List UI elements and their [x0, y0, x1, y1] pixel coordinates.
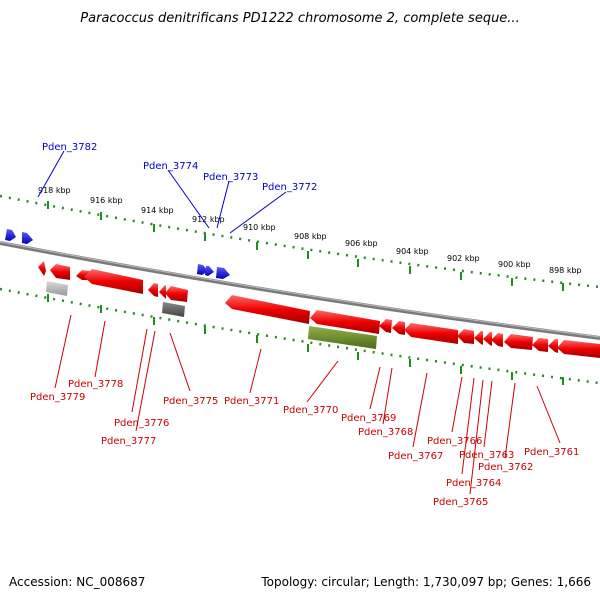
gene-label-forward[interactable]: Pden_3774 [143, 161, 198, 172]
gene-label-forward[interactable]: Pden_3772 [262, 182, 317, 193]
gene-label-forward[interactable]: Pden_3782 [42, 142, 97, 153]
lower-major-ticks [47, 294, 564, 385]
scale-label: 906 kbp [345, 239, 378, 248]
gene-reverse[interactable] [532, 338, 548, 352]
forward-genes [5, 229, 230, 279]
gene-label-reverse[interactable]: Pden_3775 [163, 396, 218, 407]
gene-label-reverse[interactable]: Pden_3770 [283, 405, 338, 416]
scale-label: 904 kbp [396, 247, 429, 256]
forward-leaders [37, 150, 287, 234]
gene-reverse[interactable] [557, 340, 600, 358]
feature-dark[interactable] [162, 302, 185, 317]
scale-label: 900 kbp [498, 260, 531, 269]
gene-reverse[interactable] [548, 339, 558, 353]
gene-reverse[interactable] [310, 310, 380, 334]
scale-labels: 918 kbp 916 kbp 914 kbp 912 kbp 910 kbp … [38, 186, 582, 275]
gene-forward[interactable] [205, 266, 214, 276]
gene-label-forward[interactable]: Pden_3773 [203, 172, 258, 183]
gene-label-reverse[interactable]: Pden_3777 [101, 436, 156, 447]
gene-reverse[interactable] [404, 323, 458, 344]
feature-green[interactable] [308, 326, 377, 349]
scale-label: 918 kbp [38, 186, 71, 195]
lower-scale-track [0, 287, 600, 385]
feature-grey[interactable] [46, 281, 68, 296]
scale-label: 908 kbp [294, 232, 327, 241]
gene-reverse[interactable] [84, 269, 143, 294]
gene-label-reverse[interactable]: Pden_3776 [114, 418, 169, 429]
chromosome-backbone [0, 241, 600, 340]
reverse-leaders [54, 314, 561, 495]
scale-label: 910 kbp [243, 223, 276, 232]
scale-label: 902 kbp [447, 254, 480, 263]
scale-label: 912 kbp [192, 215, 225, 224]
gene-reverse[interactable] [483, 332, 492, 346]
gene-reverse[interactable] [474, 331, 483, 345]
gene-label-reverse[interactable]: Pden_3767 [388, 451, 443, 462]
gene-forward[interactable] [22, 232, 33, 244]
gene-label-reverse[interactable]: Pden_3761 [524, 447, 579, 458]
gene-reverse[interactable] [225, 295, 310, 324]
gene-reverse[interactable] [392, 321, 405, 335]
map-title: Paracoccus denitrificans PD1222 chromoso… [80, 11, 519, 26]
gene-label-reverse[interactable]: Pden_3771 [224, 396, 279, 407]
gene-forward[interactable] [216, 267, 230, 279]
gene-reverse[interactable] [159, 285, 166, 299]
gene-forward[interactable] [197, 264, 208, 275]
backbone-highlight [0, 241, 600, 338]
topology-text: Topology: circular; Length: 1,730,097 bp… [260, 575, 591, 589]
accession-text: Accession: NC_008687 [9, 575, 145, 589]
gene-label-reverse[interactable]: Pden_3764 [446, 478, 501, 489]
gene-reverse[interactable] [148, 283, 158, 297]
gene-reverse[interactable] [50, 264, 70, 280]
gene-reverse[interactable] [504, 334, 533, 350]
scale-label: 916 kbp [90, 196, 123, 205]
gene-reverse[interactable] [379, 319, 392, 333]
reverse-genes [38, 261, 600, 358]
gene-label-reverse[interactable]: Pden_3768 [358, 427, 413, 438]
gene-label-reverse[interactable]: Pden_3769 [341, 413, 396, 424]
scale-label: 914 kbp [141, 206, 174, 215]
gene-label-reverse[interactable]: Pden_3763 [459, 450, 514, 461]
gene-label-reverse[interactable]: Pden_3778 [68, 379, 123, 390]
scale-label: 898 kbp [549, 266, 582, 275]
upper-scale-track [0, 194, 600, 289]
gene-reverse[interactable] [491, 333, 503, 347]
gene-label-reverse[interactable]: Pden_3779 [30, 392, 85, 403]
gene-reverse[interactable] [38, 261, 46, 276]
upper-major-ticks [47, 201, 564, 291]
gene-label-reverse[interactable]: Pden_3765 [433, 497, 488, 508]
gene-reverse[interactable] [165, 286, 188, 302]
gene-label-reverse[interactable]: Pden_3762 [478, 462, 533, 473]
gene-forward[interactable] [5, 229, 16, 241]
gene-label-reverse[interactable]: Pden_3766 [427, 436, 482, 447]
gene-reverse[interactable] [457, 329, 474, 344]
